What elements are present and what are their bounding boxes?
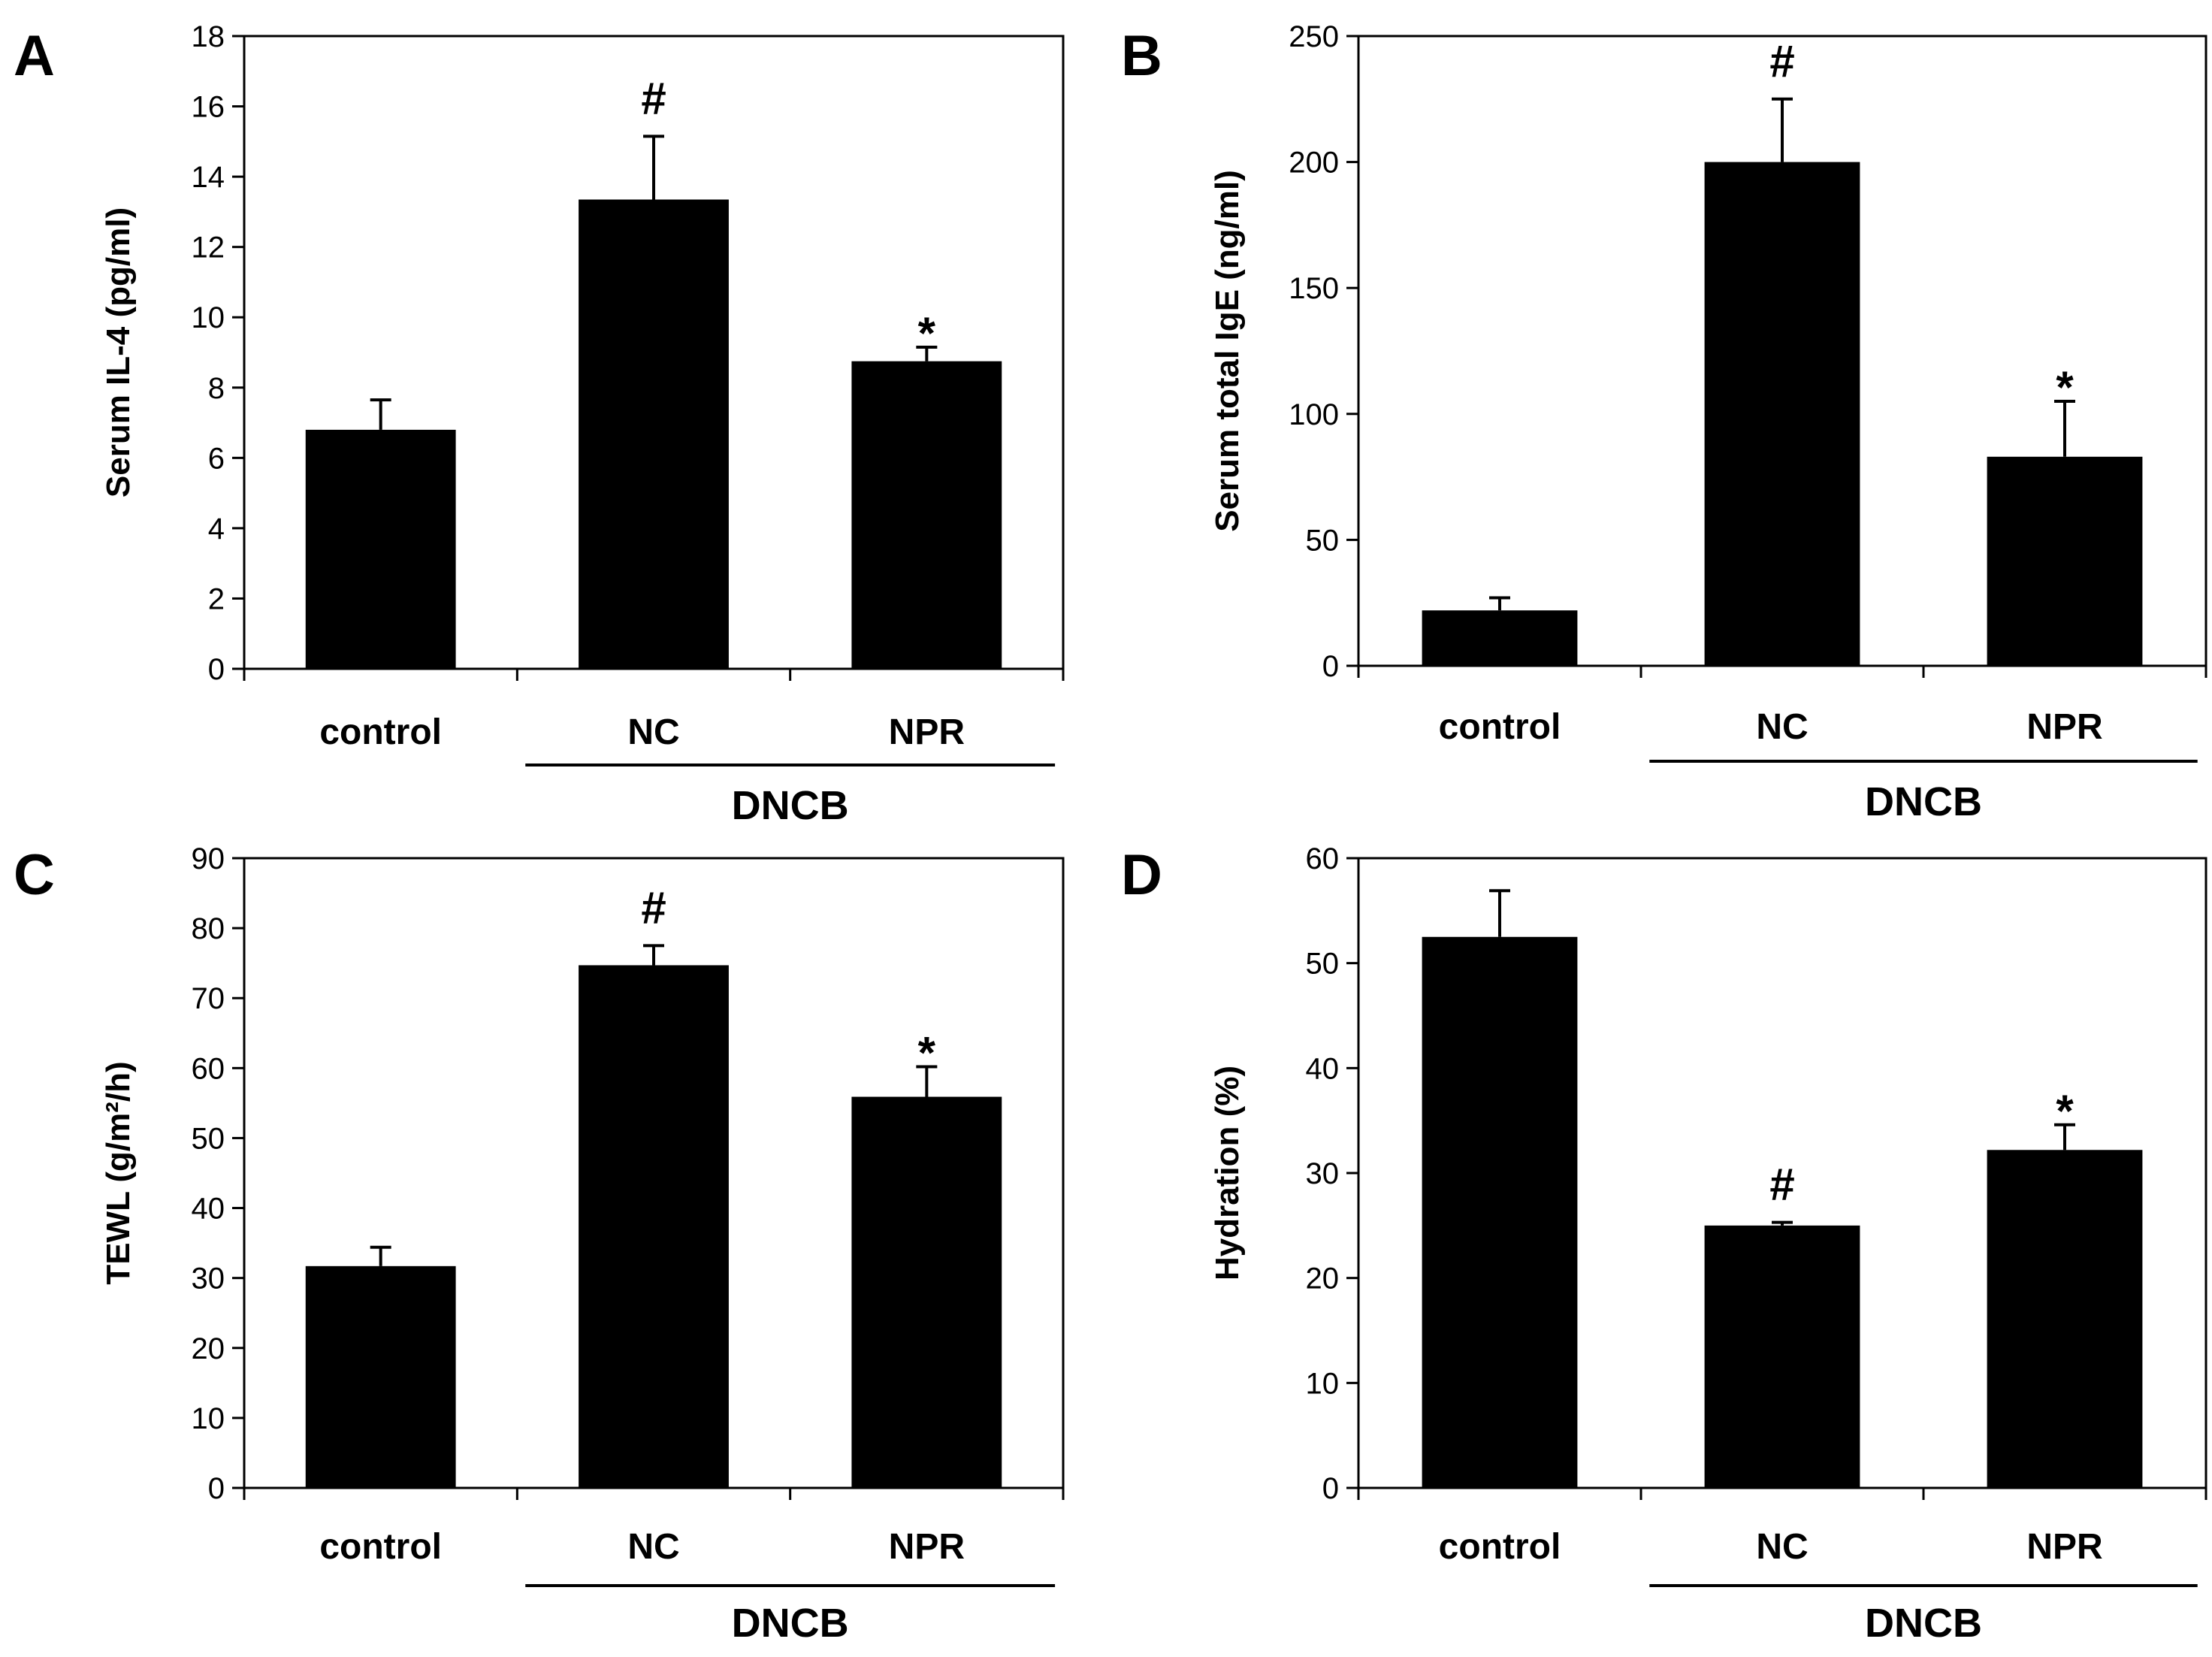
panel-a-y-tick-label: 10 [192,301,225,334]
panel-c-y-tick-label: 50 [192,1122,225,1155]
panel-a-category-label-npr: NPR [889,712,965,752]
panel-a-y-tick-label: 2 [208,582,225,615]
panel-c: C 0 10 20 30 40 50 60 70 80 90 TEWL (g/m²/h) control… [14,842,1065,1646]
panel-a-bar-control [305,429,456,669]
panel-a-y-tick-label: 12 [192,231,225,265]
panel-c-y-axis-title: TEWL (g/m²/h) [100,1061,137,1284]
panel-a-group-label: DNCB [732,783,849,828]
panel-d-bar-control [1422,936,1578,1488]
panel-a-significance-nc: # [641,73,666,123]
panel-b-y-tick-label: 50 [1306,524,1340,557]
panel-d-y-tick-label: 10 [1306,1367,1340,1400]
panel-c-bar-npr [851,1096,1002,1488]
panel-a-letter: A [14,24,55,88]
panel-c-category-label-control: control [319,1527,442,1567]
panel-b-bar-control [1422,610,1578,666]
panel-d-letter: D [1121,843,1162,907]
panel-d-bar-nc [1704,1225,1860,1488]
panel-d-category-label-npr: NPR [2026,1527,2102,1567]
panel-c-significance-nc: # [641,882,666,933]
panel-a-y-tick-label: 8 [208,372,225,405]
panel-c-y-tick-label: 60 [192,1052,225,1085]
panel-a-significance-npr: * [918,308,936,358]
panel-c-y-tick-label: 20 [192,1332,225,1365]
panel-a-y-tick-label: 0 [208,653,225,686]
panel-c-y-tick-label: 80 [192,912,225,945]
panel-c-y-tick-label: 40 [192,1193,225,1226]
panel-c-y-tick-label: 10 [192,1402,225,1435]
panel-b-category-label-control: control [1439,707,1561,747]
panel-b-y-tick-label: 200 [1289,147,1339,180]
panel-d-category-label-nc: NC [1756,1527,1808,1567]
panel-c-bar-control [305,1265,456,1488]
panel-b: B 0 50 100 150 200 250 Serum total IgE (ng/ml) c… [1121,20,2207,824]
panel-d-y-tick-label: 60 [1306,842,1340,875]
panel-b-letter: B [1121,24,1162,88]
panel-a-category-label-control: control [319,712,442,752]
panel-d-significance-npr: * [2056,1086,2074,1136]
panel-b-y-tick-label: 150 [1289,272,1339,305]
panel-d-y-tick-label: 40 [1306,1052,1340,1085]
panel-a-y-tick-label: 4 [208,513,225,546]
panel-a-y-tick-label: 6 [208,442,225,475]
panel-b-bar-npr [1987,456,2143,666]
panel-d-y-tick-label: 30 [1306,1157,1340,1190]
panel-d-significance-nc: # [1769,1160,1794,1210]
panel-d-y-tick-label: 20 [1306,1262,1340,1296]
panel-c-y-tick-label: 90 [192,842,225,875]
panel-d-y-tick-label: 50 [1306,948,1340,981]
panel-a-y-tick-label: 16 [192,91,225,124]
panel-d-category-label-control: control [1439,1527,1561,1567]
panel-a-y-tick-label: 18 [192,20,225,53]
panel-c-group-label: DNCB [732,1601,849,1646]
panel-c-y-tick-label: 0 [208,1472,225,1505]
panel-a-y-axis-title: Serum IL-4 (pg/ml) [100,207,137,497]
panel-d: D 0 10 20 30 40 50 60 Hydration (%) control # NC * NP… [1121,842,2207,1646]
panel-c-significance-npr: * [918,1027,936,1078]
panel-c-category-label-npr: NPR [889,1527,965,1567]
panel-a-category-label-nc: NC [627,712,679,752]
panel-b-y-tick-label: 0 [1322,650,1339,683]
panel-b-category-label-npr: NPR [2026,707,2102,747]
panel-b-y-tick-label: 100 [1289,398,1339,431]
panel-b-bar-nc [1704,162,1860,667]
panel-a-bar-nc [579,199,729,669]
panel-c-letter: C [14,843,55,907]
panel-d-y-tick-label: 0 [1322,1472,1339,1505]
panel-b-group-label: DNCB [1865,779,1982,824]
panel-a-y-tick-label: 14 [192,161,225,194]
panel-c-y-tick-label: 30 [192,1262,225,1296]
panel-c-bar-nc [579,965,729,1488]
panel-b-significance-npr: * [2056,362,2074,413]
panel-c-category-label-nc: NC [627,1527,679,1567]
panel-a-bar-npr [851,361,1002,669]
panel-a: A 0 2 4 6 8 10 12 14 16 18 Serum IL-4 (pg/ml) contro… [14,20,1065,828]
panel-d-group-label: DNCB [1865,1601,1982,1646]
panel-b-y-tick-label: 250 [1289,20,1339,53]
panel-c-y-tick-label: 70 [192,982,225,1015]
panel-b-category-label-nc: NC [1756,707,1808,747]
panel-b-y-axis-title: Serum total IgE (ng/ml) [1209,170,1246,532]
panel-d-bar-npr [1987,1150,2143,1488]
panel-d-y-axis-title: Hydration (%) [1209,1066,1246,1281]
panel-b-significance-nc: # [1769,36,1794,86]
